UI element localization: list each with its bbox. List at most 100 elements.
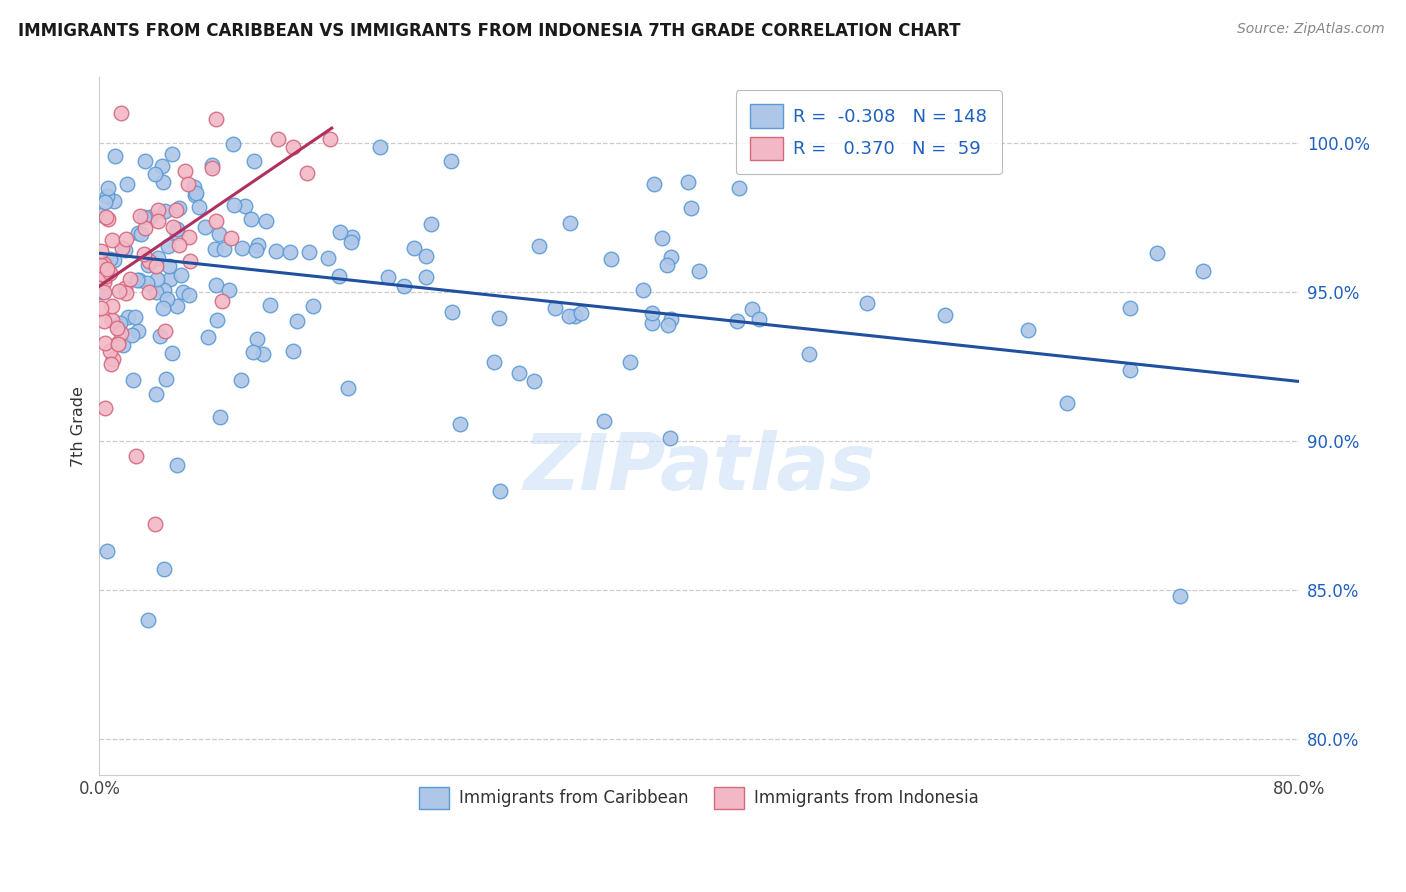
Point xyxy=(207,312,229,326)
Point xyxy=(134,247,156,261)
Point xyxy=(657,318,679,332)
Point xyxy=(145,259,167,273)
Point xyxy=(208,409,231,424)
Point xyxy=(659,312,682,326)
Point xyxy=(134,153,156,168)
Point xyxy=(124,310,146,324)
Point xyxy=(688,263,710,277)
Point xyxy=(152,301,174,315)
Text: IMMIGRANTS FROM CARIBBEAN VS IMMIGRANTS FROM INDONESIA 7TH GRADE CORRELATION CHA: IMMIGRANTS FROM CARIBBEAN VS IMMIGRANTS … xyxy=(18,22,960,40)
Point xyxy=(340,230,363,244)
Point xyxy=(301,299,323,313)
Point xyxy=(219,231,242,245)
Point xyxy=(155,371,177,385)
Point xyxy=(441,304,464,318)
Point xyxy=(177,288,200,302)
Point xyxy=(145,387,167,401)
Y-axis label: 7th Grade: 7th Grade xyxy=(72,385,86,467)
Point xyxy=(96,262,118,277)
Point xyxy=(184,186,207,200)
Point xyxy=(242,345,264,359)
Point xyxy=(112,338,135,352)
Point xyxy=(240,211,263,226)
Point xyxy=(245,243,267,257)
Point xyxy=(633,283,655,297)
Point xyxy=(146,272,169,286)
Point xyxy=(146,214,169,228)
Point xyxy=(166,458,188,473)
Point xyxy=(105,321,128,335)
Point xyxy=(111,241,134,255)
Point xyxy=(107,335,129,350)
Point xyxy=(287,314,309,328)
Point xyxy=(619,355,641,369)
Point xyxy=(243,154,266,169)
Point xyxy=(1146,246,1168,260)
Point xyxy=(233,199,256,213)
Point xyxy=(103,194,125,209)
Point xyxy=(90,258,112,272)
Point xyxy=(641,316,664,330)
Point xyxy=(132,211,155,225)
Point xyxy=(160,345,183,359)
Point xyxy=(153,324,176,338)
Point xyxy=(98,252,121,267)
Point xyxy=(97,181,120,195)
Point xyxy=(392,278,415,293)
Point xyxy=(127,324,149,338)
Point xyxy=(94,211,117,225)
Point xyxy=(214,242,236,256)
Point xyxy=(415,269,437,284)
Point xyxy=(1192,264,1215,278)
Point xyxy=(98,343,121,358)
Point xyxy=(94,401,117,416)
Point xyxy=(201,161,224,176)
Point xyxy=(153,562,176,576)
Point xyxy=(101,299,124,313)
Point xyxy=(93,335,115,350)
Point xyxy=(136,276,159,290)
Point xyxy=(419,217,441,231)
Point xyxy=(1119,363,1142,377)
Point xyxy=(165,202,187,217)
Point xyxy=(204,242,226,256)
Point xyxy=(98,266,121,280)
Point xyxy=(143,517,166,532)
Point xyxy=(153,283,176,297)
Point xyxy=(143,167,166,181)
Point xyxy=(100,357,122,371)
Point xyxy=(643,177,665,191)
Point xyxy=(115,177,138,191)
Point xyxy=(114,243,136,257)
Point xyxy=(246,332,269,346)
Point xyxy=(523,374,546,388)
Point xyxy=(91,208,114,222)
Point xyxy=(177,178,200,192)
Point xyxy=(159,271,181,285)
Point xyxy=(298,245,321,260)
Point xyxy=(681,201,703,215)
Point xyxy=(728,181,751,195)
Point xyxy=(166,222,188,236)
Point xyxy=(1119,301,1142,315)
Point xyxy=(593,413,616,427)
Point xyxy=(108,284,131,298)
Point xyxy=(138,254,160,268)
Point xyxy=(101,313,124,327)
Point xyxy=(208,227,231,241)
Point xyxy=(415,249,437,263)
Point xyxy=(162,220,184,235)
Point xyxy=(183,179,205,194)
Point xyxy=(100,234,122,248)
Point xyxy=(96,544,118,558)
Point xyxy=(121,328,143,343)
Point xyxy=(564,309,586,323)
Point xyxy=(1017,322,1039,336)
Point xyxy=(281,140,304,154)
Point xyxy=(340,235,363,250)
Point xyxy=(295,166,318,180)
Point xyxy=(187,200,209,214)
Point xyxy=(114,281,136,295)
Point xyxy=(659,431,682,445)
Point xyxy=(122,373,145,387)
